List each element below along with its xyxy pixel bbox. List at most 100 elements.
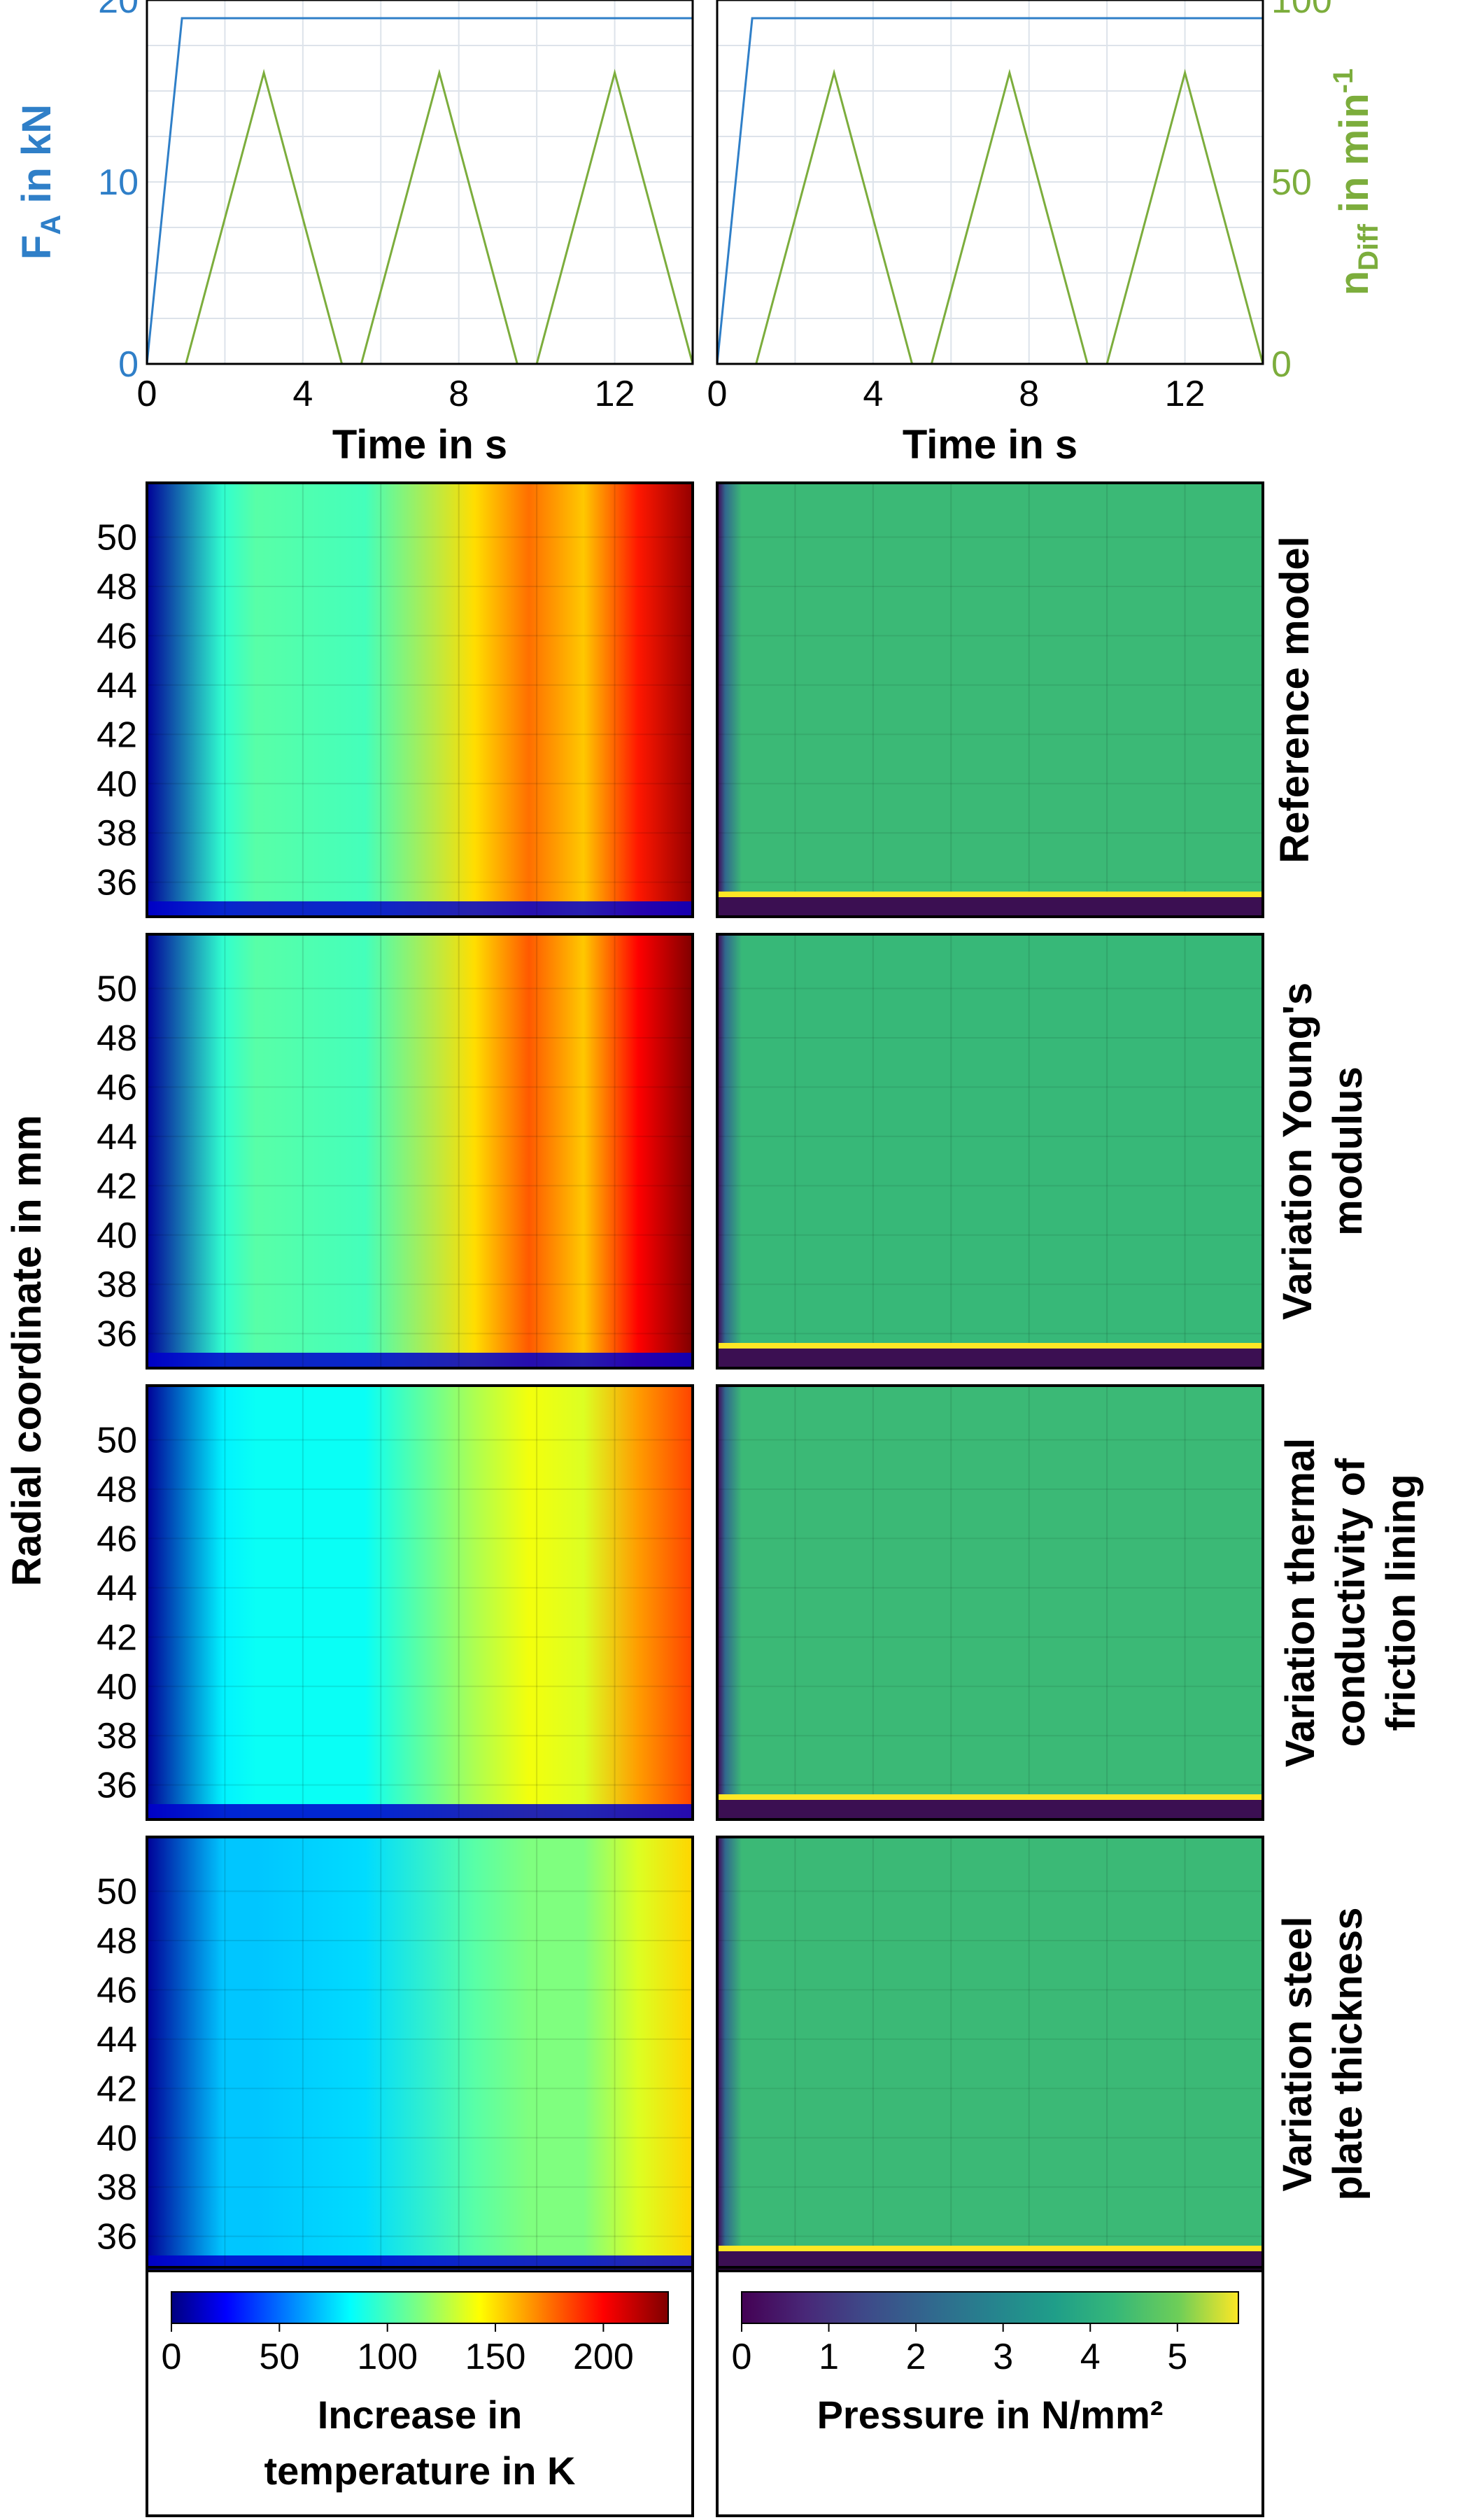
radial-tick-label: 38 xyxy=(97,1716,137,1757)
top-right-frame xyxy=(716,0,1264,365)
pressure-heatmap-frame xyxy=(716,481,1264,918)
pressure-heatmap-edge-band xyxy=(717,1794,1263,1800)
force-series-line xyxy=(146,17,693,365)
temperature-colorbar-box: 0 50 100 150 200 Increase in temperature in … xyxy=(146,2266,694,2517)
temperature-heatmap-frame xyxy=(146,1836,694,2272)
radial-tick-label: 48 xyxy=(97,567,137,607)
top-left-panel: 0 4 8 12 0 10 20 Time in s FA in kN xyxy=(14,0,694,467)
radial-tick-label: 44 xyxy=(97,666,137,706)
top-right-y-ticks: 0 50 100 xyxy=(1271,0,1332,385)
x-tick-label: 4 xyxy=(863,374,883,414)
radial-tick-label: 50 xyxy=(97,969,137,1010)
radial-tick-label: 38 xyxy=(97,1265,137,1305)
top-left-x-ticks: 0 4 8 12 xyxy=(137,374,635,414)
case-label: Variation steel plate thickness xyxy=(1275,1907,1371,2200)
pressure-heatmap-edge-band xyxy=(717,1343,1263,1349)
radial-tick-label: 38 xyxy=(97,813,137,854)
case-label: Variation thermal conductivity of friction… xyxy=(1278,1438,1424,1768)
radial-tick-label: 50 xyxy=(97,1421,137,1461)
radial-tick-label: 48 xyxy=(97,1018,137,1059)
colorbar-tick-label: 150 xyxy=(465,2337,526,2377)
colorbar-tick-label: 0 xyxy=(162,2337,182,2377)
case-label-line: modulus xyxy=(1325,1067,1371,1236)
pressure-heatmap-frame xyxy=(716,1384,1264,1821)
speed-axis-label-sup: -1 xyxy=(1328,69,1359,94)
temperature-heatmap-frame xyxy=(146,481,694,918)
pressure-heatmap-bottom-band xyxy=(717,1800,1263,1819)
radial-tick-label: 42 xyxy=(97,1617,137,1658)
pressure-heatmap-edge-band xyxy=(717,892,1263,897)
force-tick-label: 10 xyxy=(98,162,139,203)
case-label: Variation Young's modulus xyxy=(1275,983,1371,1320)
radial-tick-label: 44 xyxy=(97,2020,137,2060)
radial-tick-label: 42 xyxy=(97,2069,137,2109)
colorbar-tick-label: 4 xyxy=(1080,2337,1101,2377)
temperature-colorbar-label-line2: temperature in K xyxy=(264,2449,576,2493)
top-left-grid xyxy=(147,0,693,365)
colorbar-tick-label: 1 xyxy=(819,2337,839,2377)
speed-axis-label-rest: in min xyxy=(1331,93,1377,224)
radial-tick-label: 46 xyxy=(97,1519,137,1559)
top-right-lines xyxy=(716,17,1264,365)
case-label-line: Variation Young's xyxy=(1275,983,1320,1320)
speed-axis-label-sub: Diff xyxy=(1353,224,1384,271)
temperature-heatmap xyxy=(147,1837,693,2271)
pressure-heatmap-frame xyxy=(716,1836,1264,2272)
colorbar-tick-label: 100 xyxy=(357,2337,418,2377)
radial-tick-label: 40 xyxy=(97,1216,137,1256)
radial-tick-label: 36 xyxy=(97,1766,137,1806)
temperature-colorbar-label-line1: Increase in xyxy=(318,2393,523,2437)
speed-series-line xyxy=(755,69,1264,365)
speed-axis-label: nDiff in min-1 xyxy=(1328,69,1384,296)
radial-tick-label: 38 xyxy=(97,2167,137,2208)
colorbar-tick-label: 5 xyxy=(1167,2337,1187,2377)
radial-tick-label: 44 xyxy=(97,1117,137,1157)
radial-tick-label: 40 xyxy=(97,2118,137,2159)
x-tick-label: 4 xyxy=(292,374,313,414)
x-tick-label: 0 xyxy=(707,374,728,414)
pressure-heatmap xyxy=(717,1386,1263,1819)
top-left-frame xyxy=(146,0,694,365)
top-left-x-axis-label: Time in s xyxy=(332,422,507,467)
radial-tick-label: 50 xyxy=(97,518,137,558)
pressure-heatmap xyxy=(717,934,1263,1368)
case-label-line: friction lining xyxy=(1378,1474,1424,1731)
case-label-line: Reference model xyxy=(1272,536,1317,863)
x-tick-label: 8 xyxy=(1019,374,1039,414)
pressure-heatmap-frame xyxy=(716,933,1264,1370)
colorbar-tick-label: 0 xyxy=(732,2337,752,2377)
colorbar-tick-label: 2 xyxy=(906,2337,926,2377)
heatmap-grid: 36 38 40 42 44 46 48 50 Reference model 36 38 40 42 4… xyxy=(97,481,1424,2272)
force-axis-label-main: F xyxy=(14,235,59,260)
radial-tick-label: 50 xyxy=(97,1872,137,1913)
force-series-line xyxy=(716,17,1263,365)
radial-tick-label: 40 xyxy=(97,764,137,805)
colorbar-tick-label: 3 xyxy=(993,2337,1013,2377)
case-label-line: conductivity of xyxy=(1328,1458,1373,1747)
force-axis-label: FA in kN xyxy=(14,104,66,260)
temperature-heatmap xyxy=(147,934,693,1368)
pressure-heatmap-edge-band xyxy=(717,2246,1263,2251)
top-left-lines xyxy=(146,17,694,365)
temperature-heatmap xyxy=(147,483,693,917)
pressure-heatmap xyxy=(717,483,1263,917)
pressure-colorbar-box: 0 1 2 3 4 5 Pressure in N/mm² xyxy=(716,2266,1264,2517)
pressure-colorbar-frame xyxy=(716,2266,1264,2517)
radial-tick-label: 36 xyxy=(97,1314,137,1355)
temperature-colorbar-ticks: 0 50 100 150 200 xyxy=(162,2323,634,2377)
top-right-grid xyxy=(717,0,1263,365)
radial-tick-label: 46 xyxy=(97,1970,137,2011)
force-tick-label: 0 xyxy=(118,344,139,385)
pressure-colorbar xyxy=(741,2291,1239,2324)
radial-tick-label: 46 xyxy=(97,616,137,656)
radial-tick-label: 36 xyxy=(97,863,137,903)
top-right-panel: 0 4 8 12 0 50 100 Time in s nDiff in min-1 xyxy=(707,0,1384,467)
temperature-heatmap-bottom-band xyxy=(147,1804,693,1819)
temperature-heatmap-frame xyxy=(146,933,694,1370)
temperature-heatmap-bottom-band xyxy=(147,901,693,917)
speed-tick-label: 100 xyxy=(1271,0,1332,21)
temperature-colorbar xyxy=(171,2291,669,2324)
force-axis-label-sub: A xyxy=(36,215,66,235)
radial-tick-label: 42 xyxy=(97,715,137,755)
speed-axis-label-main: n xyxy=(1331,271,1377,295)
